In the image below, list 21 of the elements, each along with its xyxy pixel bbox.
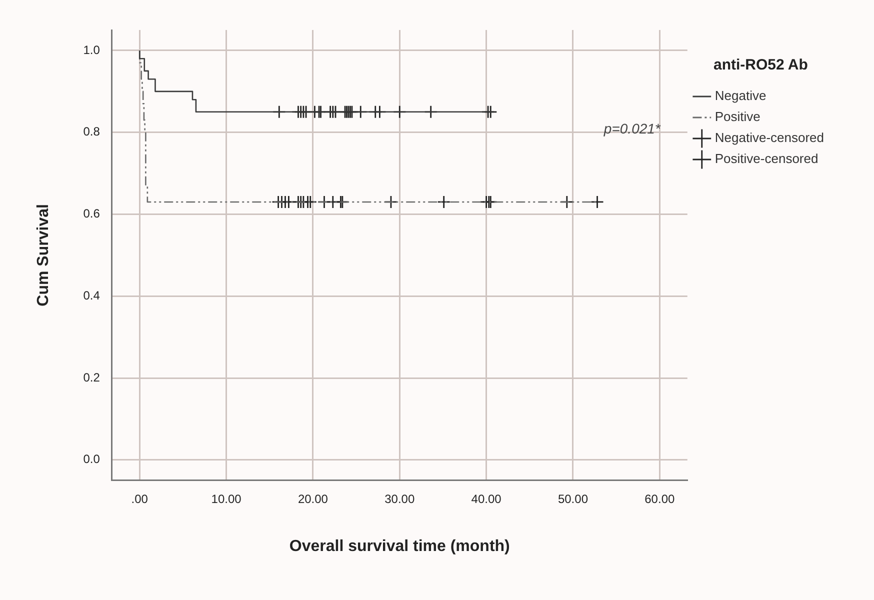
x-tick-label: 60.00 xyxy=(644,492,675,506)
x-tick-label: 30.00 xyxy=(384,492,415,506)
legend-label: Positive-censored xyxy=(714,151,818,166)
x-tick-label: 40.00 xyxy=(471,492,502,506)
annotation: p=0.021* xyxy=(602,120,661,137)
x-tick-label: 10.00 xyxy=(211,492,242,506)
y-tick-label: 0.0 xyxy=(83,452,100,466)
y-tick-label: 0.8 xyxy=(83,124,100,139)
x-tick-label: .00 xyxy=(131,492,148,506)
legend-label: Positive xyxy=(714,109,760,124)
x-tick-label: 50.00 xyxy=(558,492,588,506)
legend-title: anti-RO52 Ab xyxy=(713,56,808,74)
x-axis-title: Overall survival time (month) xyxy=(289,538,510,555)
legend-label: Negative xyxy=(714,88,766,104)
y-tick-label: 0.2 xyxy=(83,370,100,384)
y-tick-label: 0.4 xyxy=(83,288,100,302)
y-tick-label: 1.0 xyxy=(83,42,100,57)
x-tick-label: 20.00 xyxy=(298,492,328,506)
legend-label: Negative-censored xyxy=(714,130,824,146)
y-tick-label: 0.6 xyxy=(83,206,100,221)
y-axis-title: Cum Survival xyxy=(35,204,52,306)
